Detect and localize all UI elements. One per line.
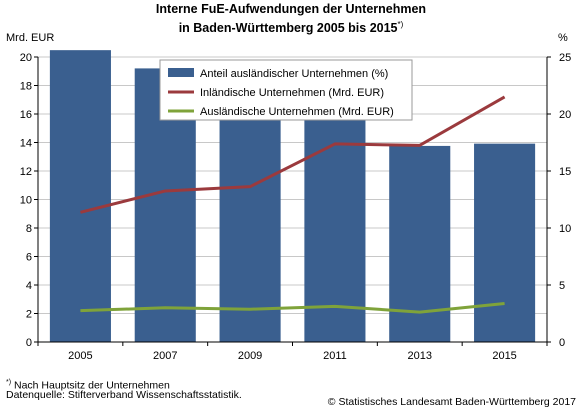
y-left-tick-label: 18 (20, 81, 32, 93)
y-left-tick-label: 10 (20, 195, 32, 207)
chart-title-line1: Interne FuE-Aufwendungen der Unternehmen (155, 2, 427, 16)
y-right-tick-label: 0 (559, 337, 565, 349)
y-left-tick-label: 2 (26, 309, 32, 321)
bar (474, 143, 536, 342)
x-tick-label: 2013 (408, 350, 432, 362)
x-tick-label: 2015 (492, 350, 516, 362)
x-tick-label: 2011 (323, 350, 347, 362)
y-right-tick-label: 10 (559, 223, 571, 235)
chart-title-line2-text: in Baden-Württemberg 2005 bis 2015 (178, 21, 398, 36)
y-axis-left-label: Mrd. EUR (6, 32, 55, 44)
bar (304, 111, 366, 342)
copyright: © Statistisches Landesamt Baden-Württemb… (327, 396, 576, 408)
y-left-tick-label: 8 (26, 223, 32, 235)
y-left-tick-label: 12 (20, 166, 32, 178)
y-left-tick-label: 16 (20, 109, 32, 121)
chart-title-line2: in Baden-Württemberg 2005 bis 2015*) (0, 17, 582, 36)
bar (219, 80, 281, 342)
title-footnote-marker: *) (397, 20, 404, 29)
series-line (80, 95, 506, 214)
footnote-marker: *) (6, 379, 12, 386)
x-tick-label: 2005 (68, 350, 92, 362)
y-axis-right-label: % (558, 32, 568, 44)
y-right-tick-label: 5 (559, 280, 565, 292)
y-left-tick-label: 0 (26, 337, 32, 349)
y-left-tick-label: 6 (26, 252, 32, 264)
chart-title: Interne FuE-Aufwendungen der Unternehmen… (0, 2, 582, 36)
x-tick-label: 2009 (238, 350, 262, 362)
footnote: *) Nach Hauptsitz der Unternehmen (6, 376, 170, 393)
data-source: Datenquelle: Stifterverband Wissenschaft… (6, 389, 242, 401)
bar (49, 50, 111, 342)
x-tick-label: 2007 (153, 350, 177, 362)
y-left-tick-label: 4 (26, 280, 32, 292)
legend-label: Inländische Unternehmen (Mrd. EUR) (200, 87, 384, 99)
y-right-tick-label: 25 (559, 52, 571, 64)
series-line (80, 302, 505, 314)
y-left-tick-label: 20 (20, 52, 32, 64)
y-left-tick-label: 14 (20, 138, 32, 150)
legend-label: Anteil ausländischer Unternehmen (%) (200, 68, 388, 80)
legend-label: Ausländische Unternehmen (Mrd. EUR) (200, 106, 394, 118)
legend-box (159, 59, 413, 121)
y-right-tick-label: 15 (559, 166, 571, 178)
footnote-text: Nach Hauptsitz der Unternehmen (13, 379, 170, 392)
y-right-tick-label: 20 (559, 109, 571, 121)
legend-swatch-bar (168, 68, 194, 77)
